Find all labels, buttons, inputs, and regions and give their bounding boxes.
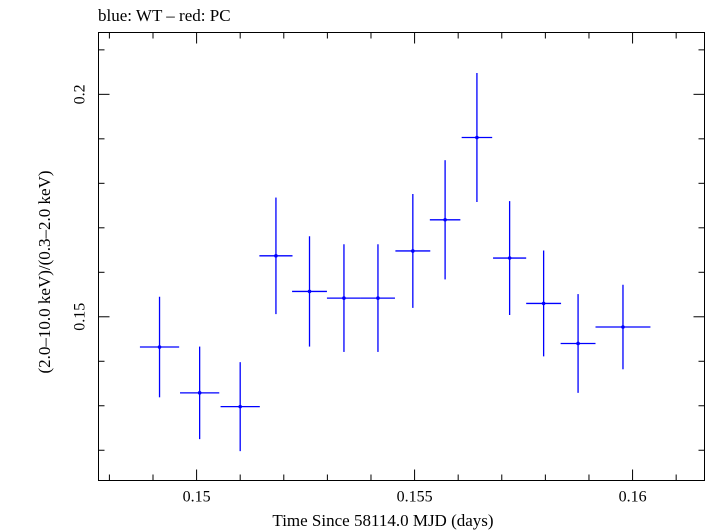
- point-marker: [443, 217, 447, 222]
- data-point: [461, 72, 493, 203]
- point-marker: [621, 325, 625, 329]
- x-tick-label: 0.16: [619, 489, 647, 506]
- y-tick-label: 0.15: [72, 303, 89, 331]
- point-marker: [342, 296, 346, 300]
- data-point: [595, 284, 651, 370]
- point-marker: [238, 404, 242, 409]
- chart-title: blue: WT – red: PC: [98, 6, 231, 25]
- data-point: [180, 346, 220, 440]
- point-marker: [576, 341, 580, 346]
- point-marker: [475, 135, 479, 140]
- data-point: [259, 197, 293, 315]
- plot-frame: [98, 32, 705, 481]
- data-point: [429, 160, 461, 280]
- data-point: [326, 244, 361, 352]
- data-point: [560, 294, 596, 393]
- data-point: [292, 236, 327, 347]
- x-axis-ticks: 0.15 0.155 0.16: [108, 32, 677, 506]
- data-series: [139, 72, 651, 452]
- point-marker: [507, 256, 512, 260]
- data-point: [526, 250, 562, 357]
- point-marker: [411, 249, 415, 253]
- x-axis-label: Time Since 58114.0 MJD (days): [272, 511, 493, 530]
- data-point: [220, 362, 260, 452]
- point-marker: [376, 296, 380, 300]
- data-point: [493, 201, 527, 316]
- data-point: [395, 193, 431, 308]
- point-marker: [197, 391, 202, 395]
- point-marker: [541, 301, 546, 306]
- point-marker: [274, 254, 278, 258]
- x-tick-label: 0.15: [183, 489, 211, 506]
- data-point: [139, 296, 180, 398]
- data-point: [360, 244, 395, 352]
- point-marker: [157, 345, 162, 349]
- point-marker: [307, 289, 312, 294]
- x-tick-label: 0.155: [397, 489, 433, 506]
- y-tick-label: 0.2: [72, 84, 89, 104]
- y-axis-label: (2.0–10.0 keV)/(0.3–2.0 keV): [35, 170, 54, 373]
- y-axis-ticks: 0.15 0.2: [72, 49, 705, 451]
